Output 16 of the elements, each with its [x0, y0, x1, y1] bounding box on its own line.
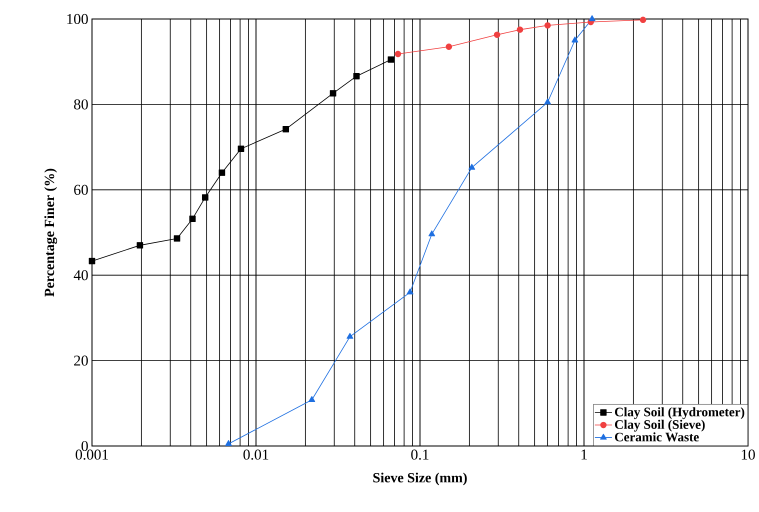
- y-tick-label: 100: [67, 14, 88, 24]
- x-tick-label: 1: [582, 450, 587, 460]
- x-tick-label: 10: [742, 450, 755, 460]
- x-tick-label: 0.001: [76, 450, 108, 460]
- legend-label: Clay Soil (Sieve): [614, 420, 705, 432]
- x-tick-label: 0.1: [411, 450, 428, 460]
- y-tick-label: 60: [74, 184, 88, 195]
- y-tick-label: 40: [74, 270, 88, 280]
- x-tick-label: 0.01: [243, 450, 268, 460]
- legend-label: Ceramic Waste: [614, 432, 699, 442]
- y-tick-label: 80: [74, 99, 88, 110]
- y-axis-title: Percentage Finer (%): [44, 168, 58, 297]
- y-tick-label: 0: [82, 440, 88, 452]
- x-axis-title: Sieve Size (mm): [373, 472, 467, 486]
- legend-label: Clay Soil (Hydrometer): [614, 407, 744, 420]
- y-tick-label: 20: [74, 356, 88, 366]
